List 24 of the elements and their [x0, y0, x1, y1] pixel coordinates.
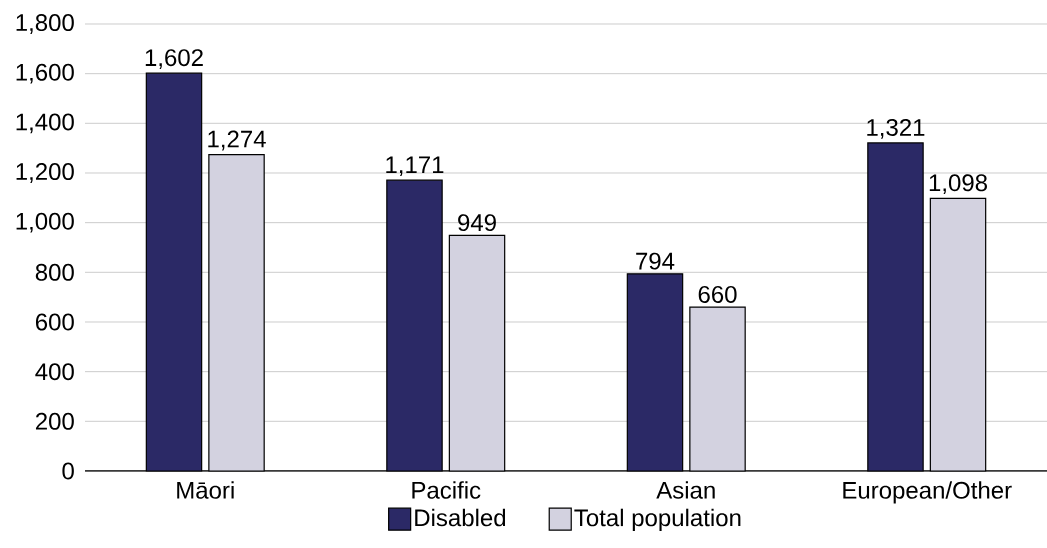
legend-label: Disabled	[415, 508, 506, 527]
y-tick-label: 400	[35, 363, 74, 381]
y-tick-label: 800	[35, 263, 74, 281]
y-tick-label: 0	[62, 462, 74, 480]
data-label: 949	[458, 214, 496, 232]
y-tick-label: 600	[35, 313, 74, 331]
data-label: 1,098	[929, 174, 987, 195]
x-tick-label: Pacific	[412, 481, 481, 499]
y-tick-label: 200	[35, 412, 74, 430]
x-tick-label: Māori	[177, 481, 234, 499]
x-tick-label: European/Other	[843, 481, 1012, 504]
legend-label: Total population	[574, 508, 741, 532]
y-tick-label: 1,000	[16, 212, 74, 233]
data-label: 1,602	[145, 49, 203, 69]
data-label: 1,274	[208, 130, 266, 151]
data-label: 660	[698, 285, 737, 303]
data-label: 1,171	[386, 156, 444, 176]
y-tick-label: 1,800	[16, 14, 74, 34]
y-tick-label: 1,400	[16, 113, 74, 134]
data-label: 1,321	[867, 118, 925, 139]
y-tick-label: 1,200	[16, 163, 74, 183]
x-tick-label: Asian	[656, 481, 715, 499]
data-label: 794	[636, 252, 675, 270]
y-tick-label: 1,600	[16, 63, 74, 84]
